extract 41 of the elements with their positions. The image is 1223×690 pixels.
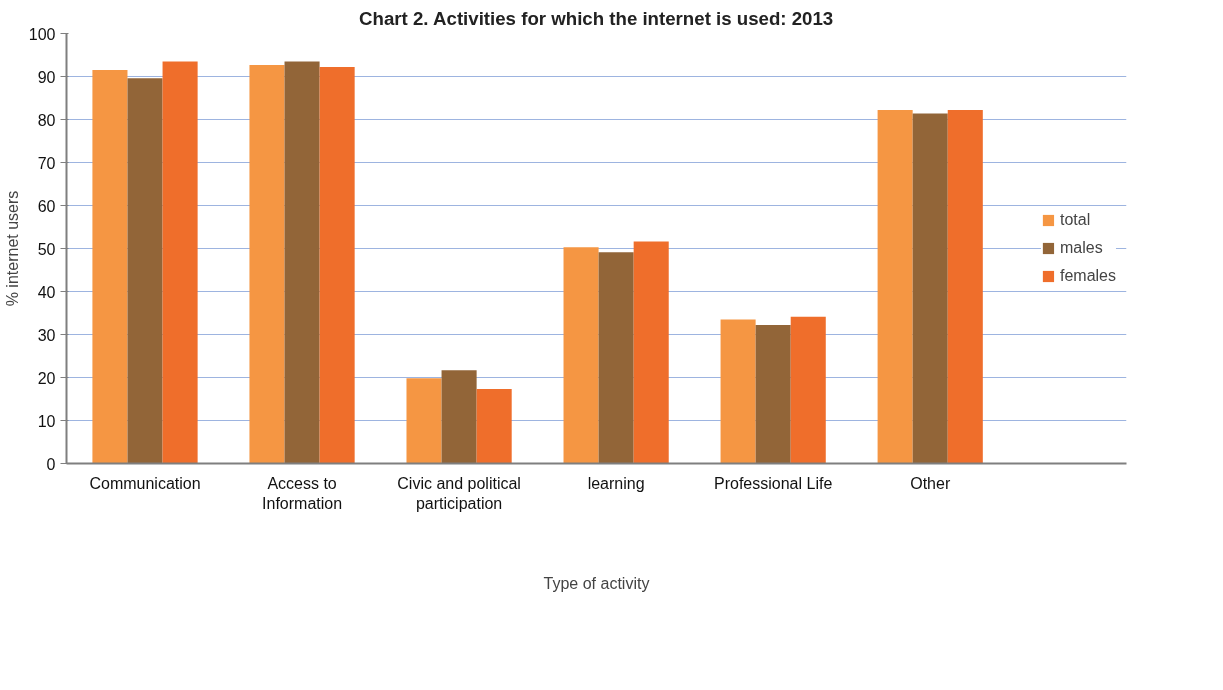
- y-tick-label: 80: [37, 111, 56, 129]
- x-tick-label: Access to Information: [262, 474, 343, 512]
- bar: [92, 70, 128, 464]
- bar: [877, 110, 913, 464]
- bar: [720, 319, 756, 464]
- bar: [563, 247, 599, 464]
- x-axis-title: Type of activity: [543, 574, 650, 592]
- x-tick-label: Other: [910, 474, 951, 492]
- y-tick-label: 20: [37, 369, 56, 387]
- y-tick-label: 90: [37, 68, 56, 86]
- x-tick-label: learning: [587, 474, 645, 492]
- x-tick-label: Civic and political participation: [397, 474, 521, 512]
- bar: [249, 64, 285, 464]
- y-tick-label: 50: [37, 240, 56, 258]
- y-tick-label: 100: [28, 25, 56, 43]
- bar: [406, 378, 442, 464]
- bar: [912, 113, 948, 464]
- legend-label: females: [1059, 267, 1116, 285]
- bar: [755, 325, 791, 464]
- y-tick-label: 10: [37, 412, 56, 430]
- x-tick-label: Professional Life: [714, 474, 833, 492]
- y-tick-label: 70: [37, 154, 56, 172]
- bar: [947, 110, 983, 464]
- y-tick-label: 40: [37, 283, 56, 301]
- bar: [633, 241, 669, 464]
- legend-label: total: [1059, 211, 1091, 229]
- bar: [441, 370, 477, 464]
- legend-label: males: [1059, 239, 1103, 257]
- chart-title: Chart 2. Activities for which the internet is used: 2013: [359, 7, 834, 29]
- x-tick-label: Communication: [89, 474, 201, 492]
- y-tick-label: 30: [37, 326, 56, 344]
- bar: [319, 67, 355, 464]
- bar: [162, 61, 198, 464]
- bar: [127, 78, 163, 464]
- bar: [284, 61, 320, 464]
- bar: [790, 316, 826, 464]
- bar: [476, 389, 512, 464]
- y-tick-label: 0: [46, 455, 56, 473]
- y-axis-title: % internet users: [3, 190, 21, 307]
- bar: [598, 252, 634, 464]
- y-tick-label: 60: [37, 197, 56, 215]
